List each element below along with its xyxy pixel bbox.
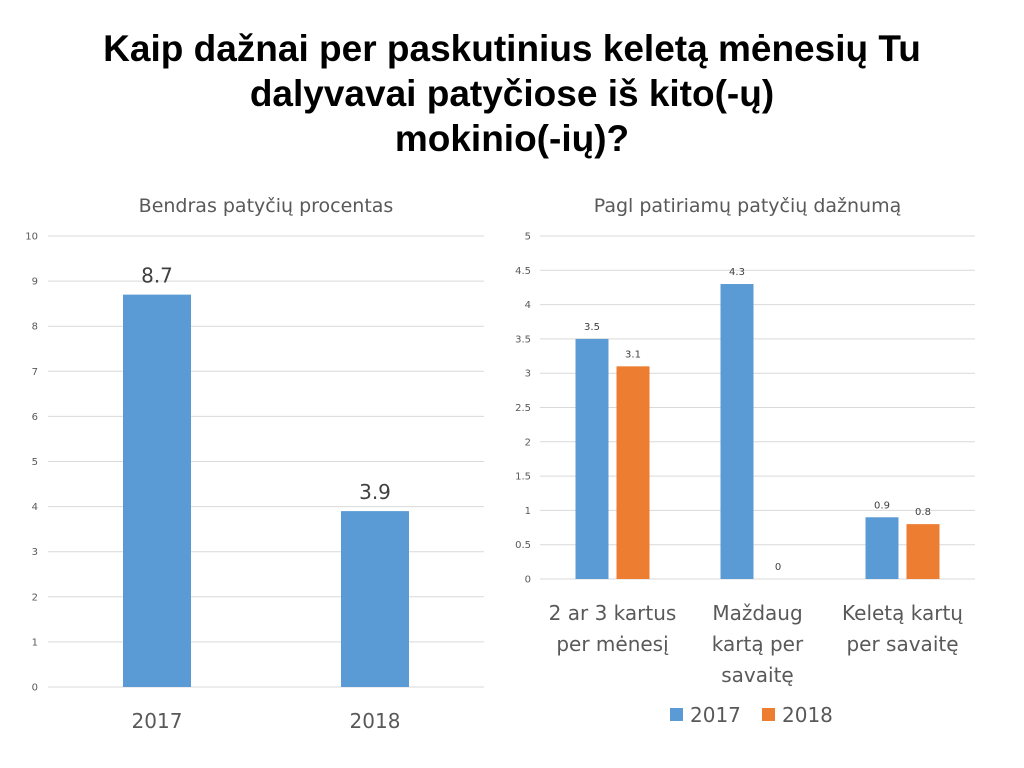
x-tick-label: Keletą kartų	[842, 601, 963, 625]
y-tick-label: 6	[32, 412, 38, 423]
y-tick-label: 7	[32, 367, 38, 378]
chart-title: Bendras patyčių procentas	[139, 195, 394, 217]
legend-swatch-2017	[670, 708, 683, 721]
bar-2017	[865, 517, 899, 579]
x-tick-label: savaitę	[721, 663, 793, 687]
y-tick-label: 0	[525, 575, 531, 586]
x-tick-label: kartą per	[712, 632, 804, 656]
data-label: 3.5	[584, 322, 600, 333]
legend-label: 2018	[782, 703, 833, 727]
y-tick-label: 3	[32, 547, 38, 558]
x-tick-label: 2018	[350, 709, 401, 733]
legend-swatch-2018	[762, 708, 775, 721]
bar-2017	[575, 338, 609, 579]
data-label: 0.9	[874, 500, 890, 511]
data-label: 0	[775, 562, 781, 573]
x-tick-label: per savaitę	[846, 632, 958, 656]
slide-title-line-2: dalyvavai patyčiose iš kito(-ų)	[249, 73, 775, 114]
y-tick-label: 2	[32, 592, 38, 603]
y-tick-label: 3.5	[515, 334, 531, 345]
y-tick-label: 0	[32, 683, 38, 694]
y-tick-label: 1	[32, 637, 38, 648]
y-tick-label: 4	[32, 502, 38, 513]
y-tick-label: 5	[32, 457, 38, 468]
y-tick-label: 8	[32, 322, 38, 333]
legend-label: 2017	[690, 703, 741, 727]
y-tick-label: 5	[525, 232, 531, 243]
y-tick-label: 4.5	[515, 266, 531, 277]
data-label: 3.9	[359, 480, 391, 504]
x-tick-label: 2 ar 3 kartus	[549, 601, 677, 625]
bar-2018	[616, 366, 650, 579]
data-label: 0.8	[915, 507, 931, 518]
x-tick-label: Maždaug	[712, 601, 802, 625]
y-tick-label: 10	[25, 232, 38, 243]
slide-title-line-1: Kaip dažnai per paskutinius keletą mėnes…	[103, 28, 921, 69]
slide-title-line-3: mokinio(-ių)?	[394, 118, 630, 159]
slide-title: Kaip dažnai per paskutinius keletą mėnes…	[20, 26, 1004, 161]
y-tick-label: 9	[32, 277, 38, 288]
y-tick-label: 4	[525, 300, 531, 311]
bar-2017	[720, 284, 754, 579]
x-tick-label: 2017	[132, 709, 183, 733]
x-tick-label: per mėnesį	[556, 632, 669, 656]
data-label: 4.3	[729, 267, 745, 278]
bar	[123, 294, 191, 687]
chart-title: Pagl patiriamų patyčių dažnumą	[594, 195, 902, 217]
y-tick-label: 3	[525, 369, 531, 380]
data-label: 8.7	[141, 264, 173, 288]
y-tick-label: 2.5	[515, 403, 531, 414]
y-tick-label: 1.5	[515, 472, 531, 483]
data-label: 3.1	[625, 349, 641, 360]
y-tick-label: 1	[525, 506, 531, 517]
y-tick-label: 0.5	[515, 540, 531, 551]
bar	[341, 511, 409, 687]
y-tick-label: 2	[525, 437, 531, 448]
bar-2018	[906, 524, 940, 579]
